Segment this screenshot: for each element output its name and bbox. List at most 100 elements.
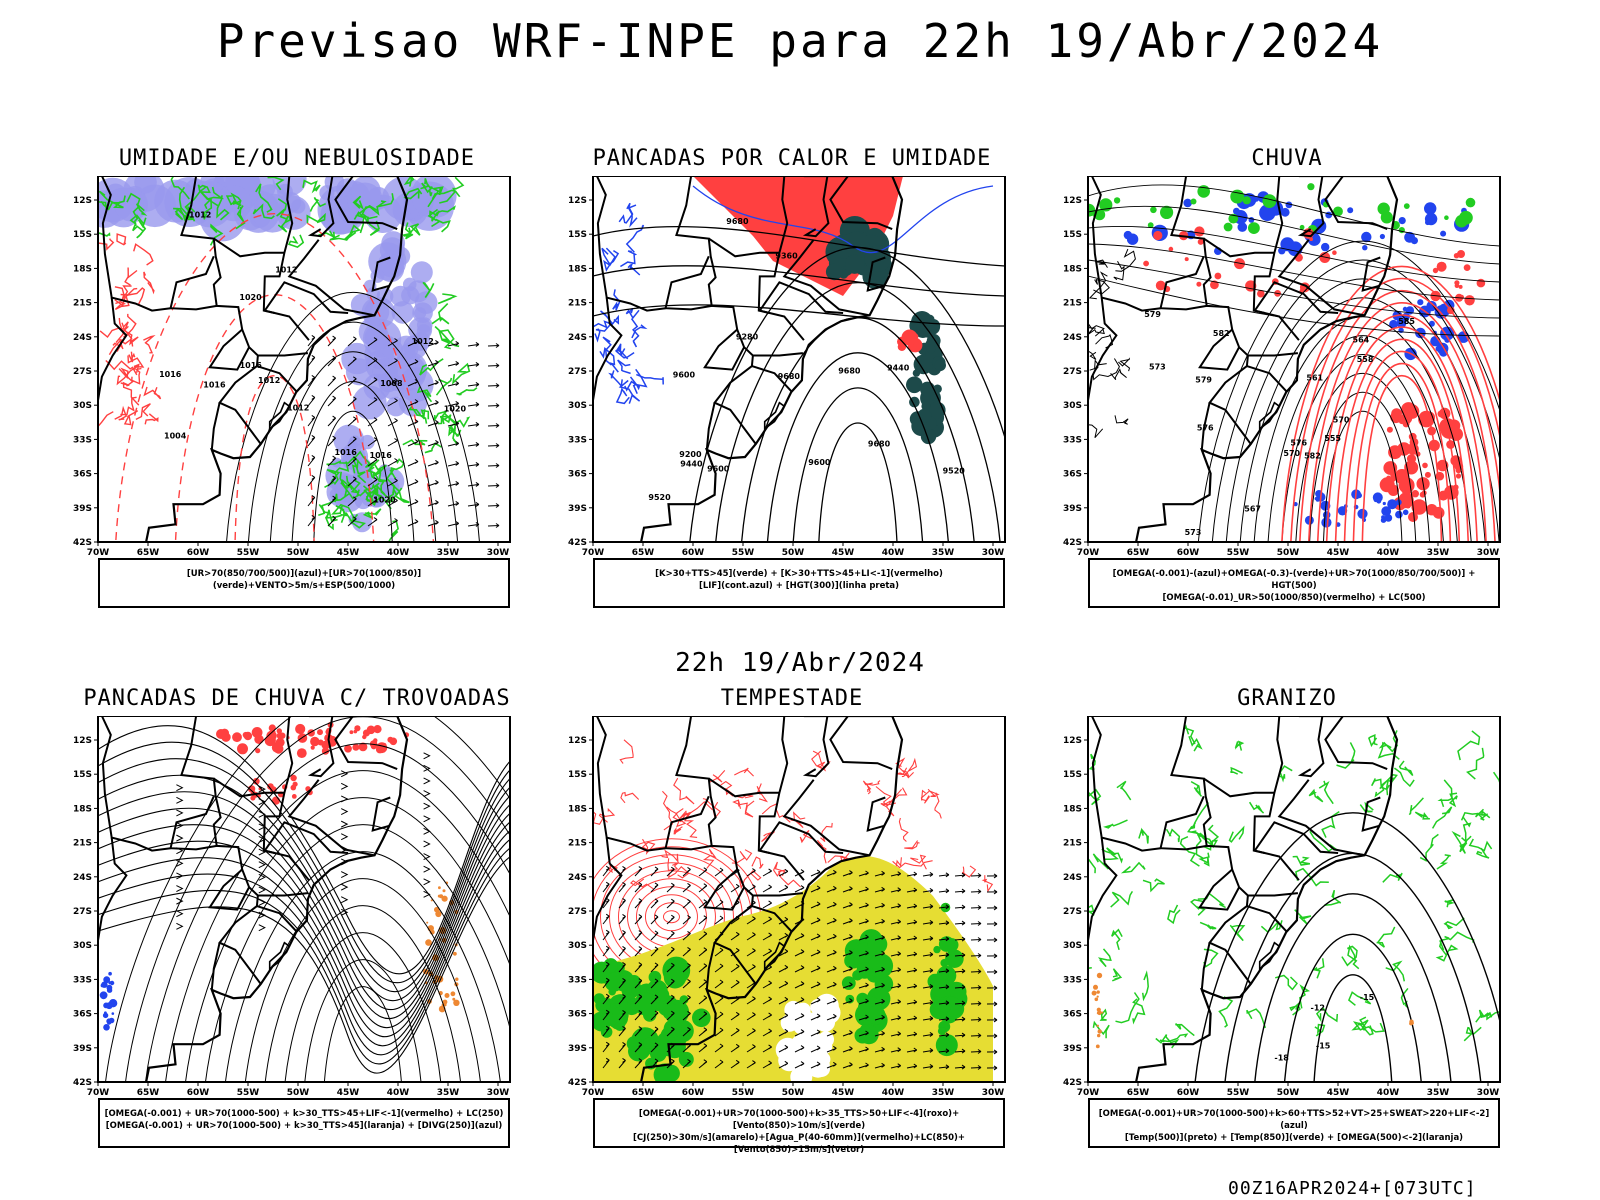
lat-tick-label: 33S <box>73 975 92 985</box>
lat-tick-label: 30S <box>568 401 587 411</box>
lat-tick-label: 33S <box>568 975 587 985</box>
lon-tick-label: 70W <box>582 548 605 558</box>
map-frame <box>1087 716 1501 1083</box>
map-frame <box>1087 176 1501 543</box>
contour-label: 558 <box>1357 355 1374 364</box>
map-panel-umidade: UMIDADE E/OU NEBULOSIDADE 1012 1012 1012 101… <box>52 146 542 626</box>
lon-tick-label: 65W <box>137 1088 160 1098</box>
lat-tick-label: 15S <box>1063 770 1082 780</box>
lat-tick-label: 24S <box>73 333 92 343</box>
lon-tick-label: 35W <box>932 548 955 558</box>
lat-tick-label: 15S <box>73 770 92 780</box>
panel-legend: [OMEGA(-0.001)+UR>70(1000-500)+k>35_TTS>… <box>593 1098 1005 1155</box>
lon-tick-label: 65W <box>1127 1088 1150 1098</box>
contour-label: 1012 <box>258 376 280 385</box>
lon-tick-label: 45W <box>337 548 360 558</box>
contour-label: -15 <box>1360 993 1375 1002</box>
contour-label: 570 <box>1333 416 1350 425</box>
lat-tick-label: 21S <box>1063 299 1082 309</box>
lat-tick-label: 15S <box>73 230 92 240</box>
lon-tick-label: 60W <box>187 1088 210 1098</box>
lat-tick-label: 18S <box>73 264 92 274</box>
lon-tick-label: 50W <box>287 548 310 558</box>
map-panel-tempestade: TEMPESTADE 12S 15S 18S 21S 24S 27S 30S 33S 36S 39S… <box>547 686 1037 1166</box>
lon-tick-label: 30W <box>487 548 510 558</box>
lon-tick-label: 50W <box>782 1088 805 1098</box>
legend-line: [CJ(250)>30m/s](amarelo)+[Agua_P(40-60mm… <box>632 1133 966 1155</box>
lat-tick-label: 12S <box>1063 736 1082 746</box>
lon-tick-label: 60W <box>682 1088 705 1098</box>
lat-tick-label: 42S <box>568 1078 587 1088</box>
lat-tick-label: 30S <box>73 401 92 411</box>
lon-tick-label: 55W <box>1227 1088 1250 1098</box>
legend-line: [OMEGA(-0.001)+UR>70(1000-500)+k>35_TTS>… <box>638 1109 960 1131</box>
lat-tick-label: 30S <box>568 941 587 951</box>
lat-tick-label: 27S <box>568 907 587 917</box>
lon-tick-label: 50W <box>287 1088 310 1098</box>
contour-label: 576 <box>1290 439 1307 448</box>
lat-tick-label: 12S <box>568 736 587 746</box>
contour-label: 1016 <box>370 451 393 460</box>
map-panel-granizo: GRANIZO -15 -18 -12 -15 12S 15S 18S 21S 24S 27S 30S… <box>1042 686 1532 1166</box>
lon-tick-label: 50W <box>782 548 805 558</box>
legend-line: [OMEGA(-0.001)+UR>70(1000-500)+k>60+TTS>… <box>1098 1109 1490 1131</box>
lat-tick-label: 27S <box>568 367 587 377</box>
lat-tick-label: 36S <box>1063 470 1082 480</box>
lat-tick-label: 24S <box>1063 333 1082 343</box>
map-plot: 1012 1012 1012 1016 1016 1016 1016 1020 1020 1020… <box>73 176 511 558</box>
lat-tick-label: 24S <box>73 873 92 883</box>
lat-tick-label: 39S <box>568 1044 587 1054</box>
legend-line: [K>30+TTS>45](verde) + [K>30+TTS>45+LI<-… <box>655 569 943 579</box>
map-frame <box>97 176 511 543</box>
contour-label: 9520 <box>943 466 966 475</box>
lon-tick-label: 35W <box>437 1088 460 1098</box>
contour-label: 1012 <box>412 337 434 346</box>
lat-tick-label: 18S <box>73 804 92 814</box>
legend-line: [OMEGA(-0.001) + UR>70(1000-500) + k>30_… <box>105 1121 503 1131</box>
panel-title: UMIDADE E/OU NEBULOSIDADE <box>118 146 476 171</box>
lat-tick-label: 36S <box>568 1010 587 1020</box>
lat-tick-label: 27S <box>73 367 92 377</box>
map-plot: 9680 9680 9680 9680 9600 9600 9600 9520 9520 9440… <box>568 176 1006 558</box>
lat-tick-label: 12S <box>73 736 92 746</box>
lat-tick-label: 27S <box>73 907 92 917</box>
lon-tick-label: 70W <box>1077 1088 1100 1098</box>
lat-tick-label: 30S <box>73 941 92 951</box>
map-panel-trovoadas: PANCADAS DE CHUVA C/ TROVOADAS 12S 15S 18S 2… <box>52 686 542 1166</box>
panel-title: TEMPESTADE <box>720 686 864 711</box>
lat-tick-label: 21S <box>568 299 587 309</box>
lon-tick-label: 70W <box>582 1088 605 1098</box>
map-frame <box>97 716 511 1083</box>
contour-label: 555 <box>1324 434 1341 443</box>
lon-tick-label: 55W <box>732 1088 755 1098</box>
contour-label: 9440 <box>680 460 703 469</box>
lat-tick-label: 42S <box>73 1078 92 1088</box>
lat-tick-label: 39S <box>73 504 92 514</box>
lat-tick-label: 30S <box>1063 401 1082 411</box>
lat-tick-label: 36S <box>73 1010 92 1020</box>
map-plot: -15 -18 -12 -15 12S 15S 18S 21S 24S 27S 30S 33S 36S 3… <box>1063 716 1501 1098</box>
contour-label: 573 <box>1149 362 1166 371</box>
lon-tick-label: 30W <box>982 1088 1005 1098</box>
lon-tick-label: 30W <box>1477 548 1500 558</box>
lat-tick-label: 42S <box>568 538 587 548</box>
lon-tick-label: 55W <box>237 548 260 558</box>
panel-legend: [OMEGA(-0.001) + UR>70(1000-500) + k>30_… <box>98 1098 510 1148</box>
legend-line: [OMEGA(-0.001) + UR>70(1000-500) + k>30_… <box>104 1109 504 1119</box>
lon-tick-label: 65W <box>1127 548 1150 558</box>
lon-tick-label: 60W <box>1177 1088 1200 1098</box>
contour-label: 9680 <box>868 440 891 449</box>
lat-tick-label: 12S <box>568 196 587 206</box>
lat-tick-label: 36S <box>1063 1010 1082 1020</box>
lon-tick-label: 60W <box>187 548 210 558</box>
lon-tick-label: 45W <box>832 548 855 558</box>
contour-label: 1016 <box>203 380 226 389</box>
legend-line: [LIF](cont.azul) + [HGT(300)](linha pret… <box>698 581 900 591</box>
contour-label: 9520 <box>648 493 671 502</box>
lat-tick-label: 36S <box>568 470 587 480</box>
lat-tick-label: 27S <box>1063 367 1082 377</box>
lon-tick-label: 40W <box>1377 1088 1400 1098</box>
panel-legend: [OMEGA(-0.001)+UR>70(1000-500)+k>60+TTS>… <box>1088 1098 1500 1148</box>
legend-line: [OMEGA(-0.001)-(azul)+OMEGA(-0.3)-(verde… <box>1112 569 1476 591</box>
